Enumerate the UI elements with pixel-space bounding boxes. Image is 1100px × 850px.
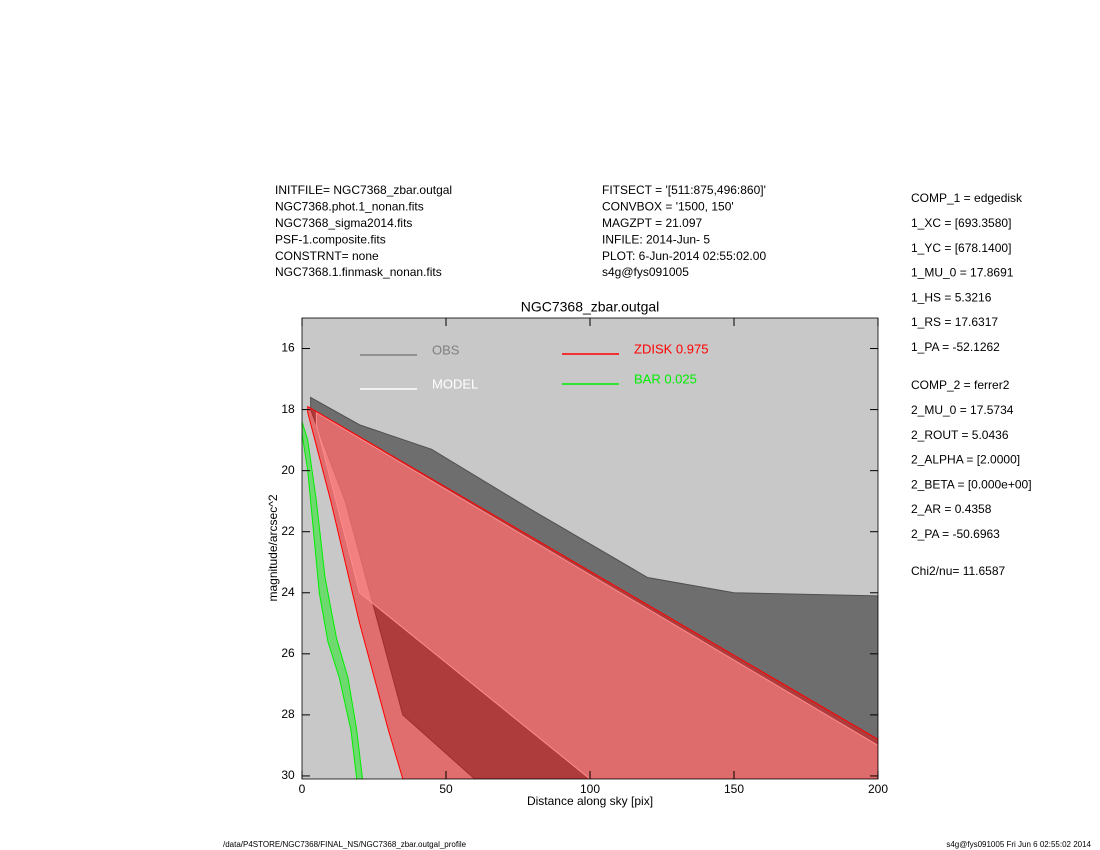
parameter: COMP_2 = ferrer2 [911,378,1010,392]
legend-label: OBS [432,342,460,357]
parameter: 2_PA = -50.6963 [911,527,1000,541]
x-tick-label: 200 [868,782,888,796]
header-line: NGC7368_sigma2014.fits [275,216,412,230]
parameter: 1_MU_0 = 17.8691 [911,266,1014,280]
footer-left: /data/P4STORE/NGC7368/FINAL_NS/NGC7368_z… [223,840,467,849]
header-line: s4g@fys091005 [602,265,689,279]
header-line: PSF-1.composite.fits [275,232,386,246]
parameter: 2_ROUT = 5.0436 [911,428,1009,442]
header-line: INFILE: 2014-Jun- 5 [602,232,710,246]
header-line: NGC7368.phot.1_nonan.fits [275,200,424,214]
y-tick-label: 18 [281,402,295,416]
y-tick-label: 22 [281,524,295,538]
y-axis-label: magnitude/arcsec^2 [266,494,280,601]
y-tick-label: 26 [281,646,295,660]
chi-square: Chi2/nu= 11.6587 [911,564,1006,578]
header-line: CONSTRNT= none [275,249,379,263]
y-tick-label: 16 [281,341,295,355]
x-tick-label: 150 [724,782,744,796]
parameter: COMP_1 = edgedisk [911,191,1023,205]
plot-area [302,396,878,779]
parameter: 2_AR = 0.4358 [911,502,992,516]
x-axis-label: Distance along sky [pix] [527,794,653,808]
header-line: NGC7368.1.finmask_nonan.fits [275,265,442,279]
parameter: 1_YC = [678.1400] [911,241,1011,255]
y-tick-label: 30 [281,768,295,782]
parameter: 1_XC = [693.3580] [911,216,1011,230]
parameter: 2_BETA = [0.000e+00] [911,477,1032,491]
parameter: 1_PA = -52.1262 [911,340,1000,354]
legend-label: MODEL [432,376,478,391]
parameter: 2_ALPHA = [2.0000] [911,453,1020,467]
parameter: 2_MU_0 = 17.5734 [911,403,1014,417]
y-tick-label: 20 [281,463,295,477]
chart-title: NGC7368_zbar.outgal [521,299,660,315]
parameter: 1_RS = 17.6317 [911,315,998,329]
data-region [307,405,878,779]
data-region [302,421,363,779]
header-line: FITSECT = '[511:875,496:860]' [602,183,766,197]
x-tick-label: 0 [299,782,306,796]
header-line: MAGZPT = 21.097 [602,216,702,230]
header-line: INITFILE= NGC7368_zbar.outgal [275,183,452,197]
data-region [315,411,878,779]
header-line: CONVBOX = '1500, 150' [602,200,734,214]
legend-label: ZDISK 0.975 [634,341,708,356]
legend-label: BAR 0.025 [634,371,697,386]
footer-right: s4g@fys091005 Fri Jun 6 02:55:02 2014 [946,840,1091,849]
y-tick-label: 24 [281,585,295,599]
x-tick-label: 100 [580,782,600,796]
header-line: PLOT: 6-Jun-2014 02:55:02.00 [602,249,766,263]
y-tick-label: 28 [281,707,295,721]
x-tick-label: 50 [439,782,453,796]
parameter: 1_HS = 5.3216 [911,290,992,304]
